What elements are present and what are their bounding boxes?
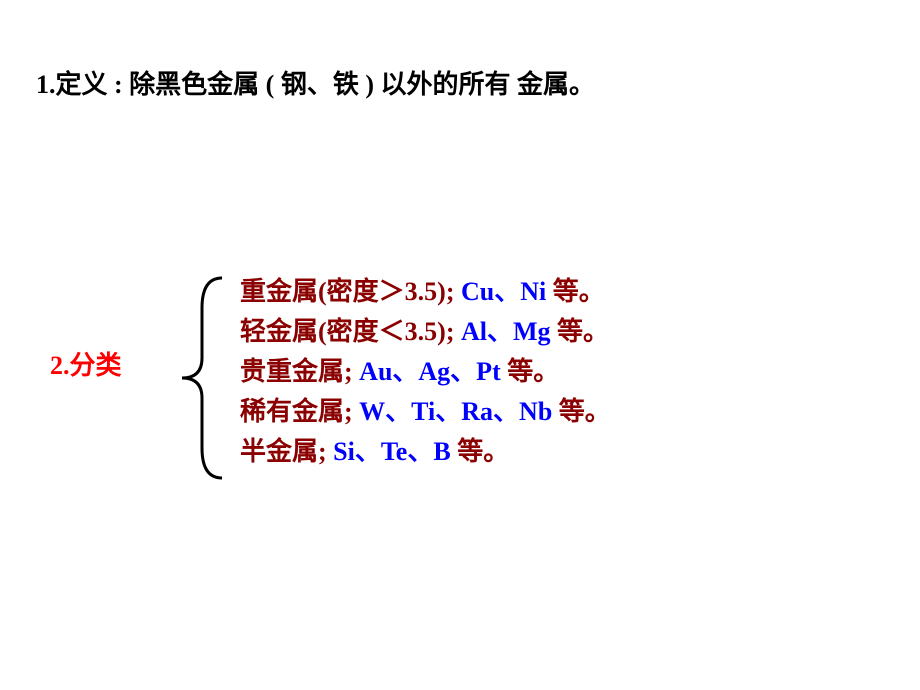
examples-text: Si、Te、B [333, 437, 451, 466]
definition-bold: 钢、铁 [281, 70, 359, 99]
category-text: 重金属(密度＞3.5); [240, 277, 461, 306]
brace-container [172, 273, 232, 483]
examples-text: Au、Ag、Pt [359, 357, 501, 386]
examples-text: Al、Mg [461, 317, 551, 346]
list-item: 稀有金属; W、Ti、Ra、Nb 等。 [240, 392, 611, 432]
brace-icon [172, 273, 232, 483]
definition-suffix: ) 以外的所有 金属。 [359, 70, 595, 99]
examples-text: Cu、Ni [461, 277, 546, 306]
suffix-text: 等。 [546, 277, 605, 306]
list-item: 贵重金属; Au、Ag、Pt 等。 [240, 352, 611, 392]
suffix-text: 等。 [551, 317, 610, 346]
definition-text: 1.定义 : 除黑色金属 ( 钢、铁 ) 以外的所有 金属。 [36, 64, 595, 101]
category-text: 稀有金属; [240, 397, 359, 426]
suffix-text: 等。 [451, 437, 510, 466]
category-text: 贵重金属; [240, 357, 359, 386]
list-item: 轻金属(密度＜3.5); Al、Mg 等。 [240, 312, 611, 352]
category-text: 半金属; [240, 437, 333, 466]
classification-list: 重金属(密度＞3.5); Cu、Ni 等。 轻金属(密度＜3.5); Al、Mg… [240, 272, 611, 472]
classification-label: 2.分类 [50, 345, 122, 382]
suffix-text: 等。 [552, 397, 611, 426]
category-text: 轻金属(密度＜3.5); [240, 317, 461, 346]
examples-text: W、Ti、Ra、Nb [359, 397, 552, 426]
list-item: 重金属(密度＞3.5); Cu、Ni 等。 [240, 272, 611, 312]
suffix-text: 等。 [501, 357, 560, 386]
list-item: 半金属; Si、Te、B 等。 [240, 432, 611, 472]
definition-prefix: 1.定义 : 除黑色金属 ( [36, 70, 281, 99]
